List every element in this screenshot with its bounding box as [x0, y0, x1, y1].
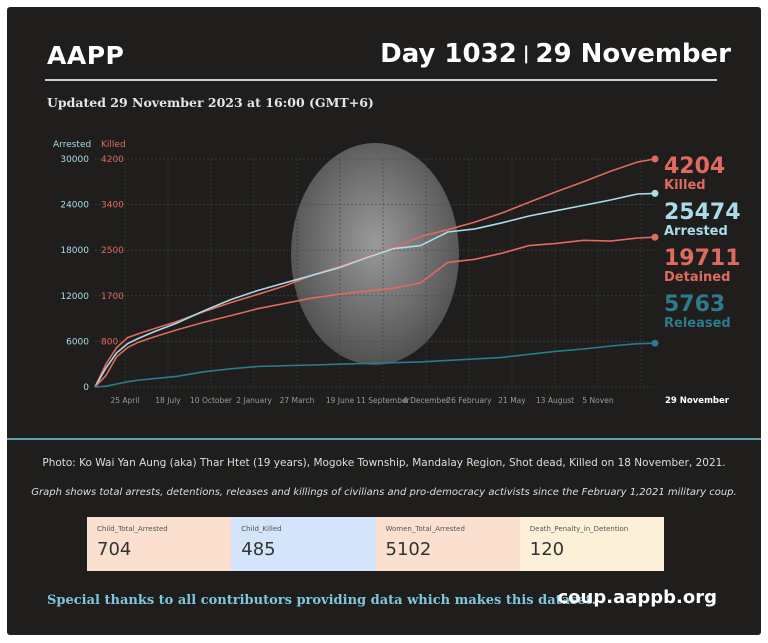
y-tick-label-right: 1700 — [101, 292, 124, 302]
infographic-panel: AAPP Day 1032 | 29 November Updated 29 Nov… — [7, 7, 761, 635]
stat-card-women-arrested: Women_Total_Arrested 5102 — [375, 517, 520, 571]
series-end-marker — [651, 339, 659, 347]
y-tick-label-right: 2500 — [101, 246, 124, 256]
y-tick-label-left: 12000 — [60, 292, 89, 302]
x-tick-label: 4 December — [403, 396, 450, 405]
stat-card-child-killed: Child_Killed 485 — [231, 517, 376, 571]
stat-card-child-arrested: Child_Total_Arrested 704 — [87, 517, 232, 571]
series-line-arrested — [94, 192, 656, 388]
y-tick-label-left: 0 — [83, 383, 89, 393]
y-axis-title-left: Arrested — [53, 140, 91, 150]
series-name-label: Arrested — [664, 224, 728, 239]
line-chart: 0 6000 800 12000 1700 18000 2500 24000 3400 30000… — [53, 140, 741, 406]
title-separator: | — [522, 43, 530, 64]
updated-timestamp: Updated 29 November 2023 at 16:00 (GMT+6… — [47, 95, 374, 110]
series-end-marker — [651, 155, 659, 163]
x-tick-label: 18 July — [155, 396, 181, 405]
x-tick-label: 27 March — [280, 396, 315, 405]
series-final-value: 25474 — [664, 200, 741, 225]
stats-row: Child_Total_Arrested 704 Child_Killed 48… — [87, 517, 664, 571]
y-tick-label-right: 800 — [101, 337, 118, 347]
series-final-value: 5763 — [664, 292, 725, 317]
x-tick-label: 10 October — [190, 396, 233, 405]
stat-value: 485 — [241, 539, 276, 560]
y-tick-label-left: 6000 — [66, 337, 89, 347]
series-line-detained — [94, 236, 656, 388]
series-name-label: Killed — [664, 178, 706, 193]
site-url: coup.aappb.org — [557, 587, 718, 608]
y-tick-label-right: 3400 — [101, 201, 124, 211]
chart-grid — [95, 158, 655, 388]
series-end-marker — [651, 189, 659, 197]
x-tick-label: 26 February — [446, 396, 492, 405]
brand-title: AAPP — [47, 41, 125, 70]
series-name-label: Detained — [664, 270, 730, 285]
x-tick-label: 29 November — [665, 396, 730, 406]
chart-series — [94, 155, 659, 388]
series-line-released — [94, 342, 656, 388]
stat-label: Death_Penalty_in_Detention — [529, 525, 629, 533]
stat-value: 704 — [97, 539, 132, 560]
day-count: Day 1032 — [380, 39, 517, 69]
stat-value: 5102 — [385, 539, 432, 560]
stat-label: Women_Total_Arrested — [385, 525, 465, 533]
y-axis-title-right: Killed — [101, 140, 126, 150]
section-divider — [7, 438, 761, 440]
x-tick-label: 21 May — [498, 396, 526, 405]
x-tick-label: 5 Noven — [582, 396, 613, 405]
day-date: 29 November — [535, 39, 731, 69]
y-tick-label-right: 4200 — [101, 155, 124, 165]
series-end-marker — [651, 233, 659, 241]
y-tick-label-left: 18000 — [60, 246, 89, 256]
series-name-label: Released — [664, 316, 731, 331]
y-tick-label-left: 24000 — [60, 201, 89, 211]
title-rule — [45, 79, 717, 81]
stat-label: Child_Total_Arrested — [97, 525, 168, 533]
x-tick-label: 11 September — [356, 396, 410, 405]
y-tick-label-left: 30000 — [60, 155, 89, 165]
stat-value: 120 — [529, 539, 565, 560]
day-title: Day 1032 | 29 November — [380, 39, 731, 69]
thanks-note: Special thanks to all contributors provi… — [47, 593, 597, 608]
x-tick-label: 19 June — [326, 396, 355, 405]
series-final-value: 19711 — [664, 246, 741, 271]
x-tick-label: 2 January — [236, 396, 272, 405]
chart-labels: 0 6000 800 12000 1700 18000 2500 24000 3400 30000… — [53, 140, 741, 406]
series-line-killed — [94, 158, 656, 388]
graph-note: Graph shows total arrests, detentions, r… — [31, 487, 737, 498]
stat-card-death-penalty: Death_Penalty_in_Detention 120 — [519, 517, 664, 571]
stat-label: Child_Killed — [241, 525, 282, 533]
photo-caption: Photo: Ko Wai Yan Aung (aka) Thar Htet (… — [42, 457, 726, 469]
x-tick-label: 25 April — [110, 396, 139, 405]
x-tick-label: 13 August — [536, 396, 574, 405]
series-final-value: 4204 — [664, 154, 725, 179]
